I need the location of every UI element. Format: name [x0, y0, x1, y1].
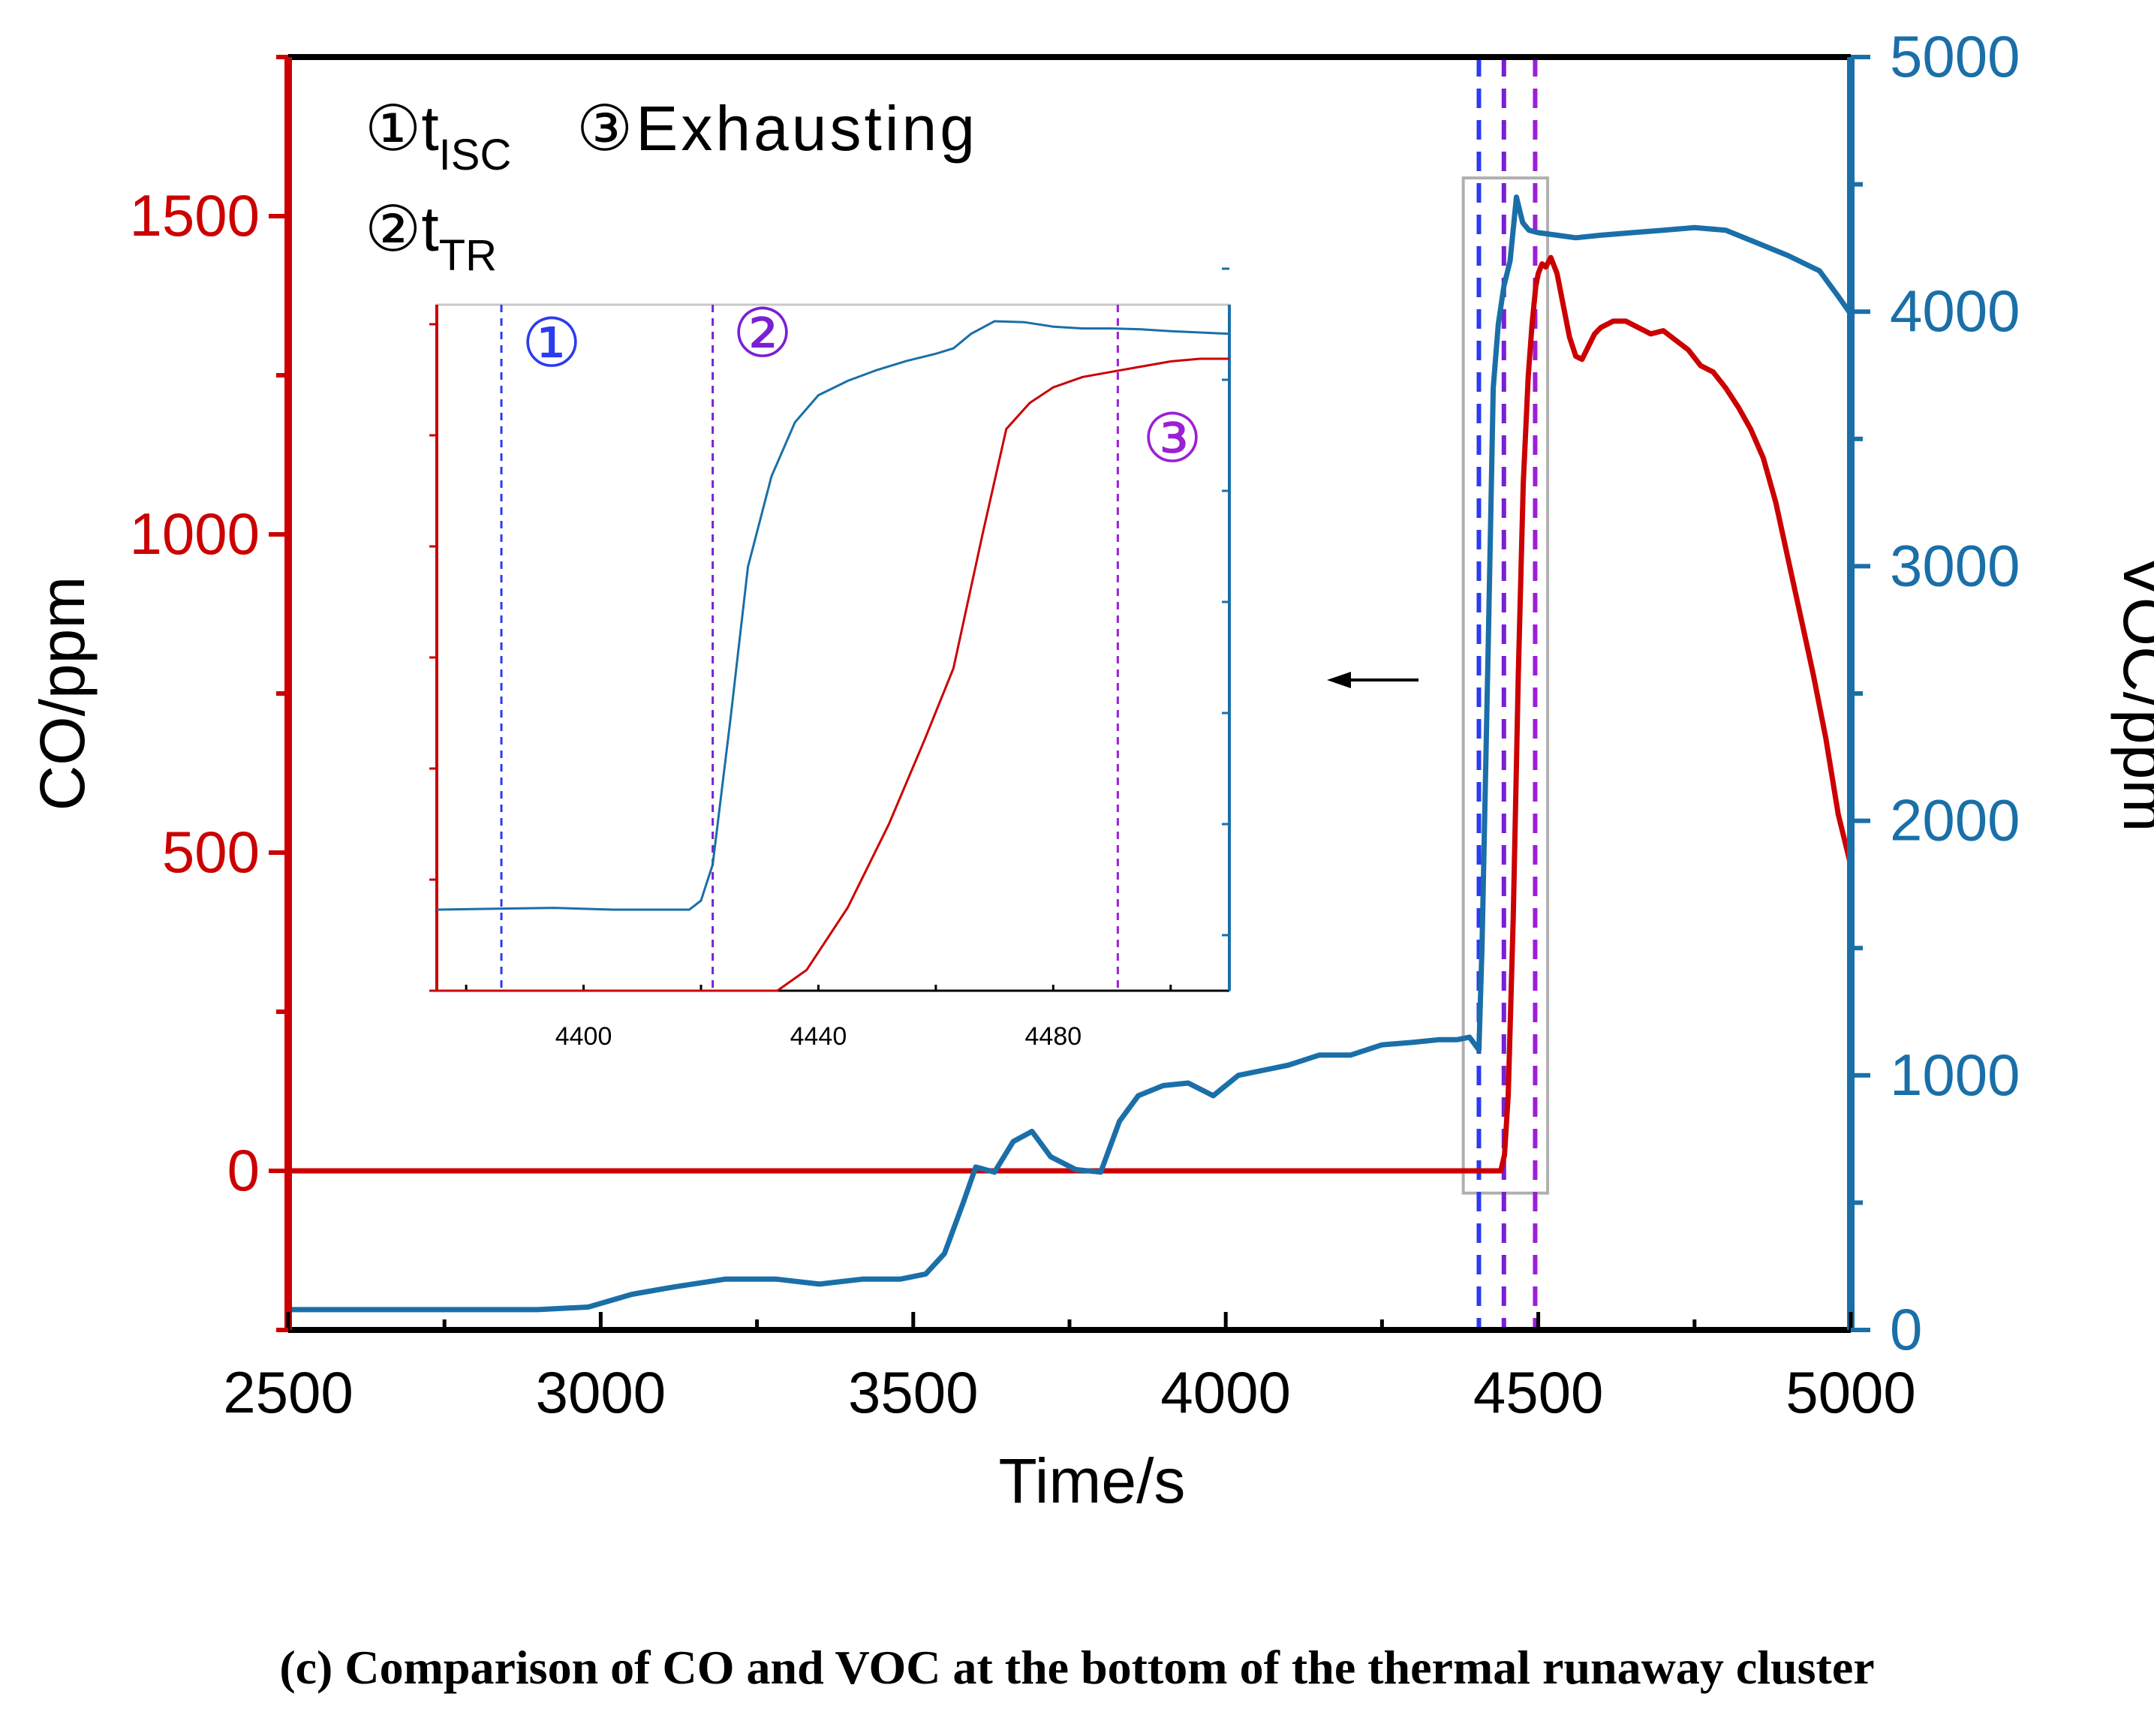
y-left-tick-label: 500: [162, 819, 260, 885]
inset-frame: [435, 303, 1231, 992]
x-tick-label: 3500: [848, 1359, 979, 1425]
inset-marker-label-1: ①: [522, 306, 582, 381]
legend-item-isc: ①tISC: [365, 93, 511, 179]
y-left-tick-label: 1000: [129, 501, 260, 567]
figure-caption: (c) Comparison of CO and VOC at the bott…: [279, 1641, 1875, 1694]
y-right-tick-label: 1000: [1890, 1042, 2020, 1108]
x-tick-label: 4500: [1473, 1359, 1604, 1425]
inset-plot-area: [437, 305, 1229, 992]
voc-series-line: [288, 194, 1851, 1313]
y-right-tick-label: 2000: [1890, 787, 2020, 853]
y-left-axis-title: CO/ppm: [27, 576, 98, 811]
y-left-tick-label: 0: [227, 1137, 260, 1203]
x-tick-label: 3000: [536, 1359, 666, 1425]
y-right-tick-label: 0: [1890, 1296, 1922, 1362]
y-right-tick-label: 5000: [1890, 23, 2020, 89]
legend-item-exhausting: ③Exhausting: [576, 93, 978, 164]
inset-marker-label-2: ②: [733, 296, 793, 372]
legend-item-tr: ②tTR: [365, 194, 497, 280]
inset-x-tick-label: 4480: [1025, 1022, 1082, 1051]
y-right-tick-label: 4000: [1890, 278, 2020, 344]
arrow-head: [1327, 672, 1351, 688]
y-right-axis-title: VOC/ppm: [2110, 555, 2154, 832]
co-series-line: [288, 254, 1851, 1174]
x-tick-label: 2500: [223, 1359, 353, 1425]
y-left-tick-label: 1500: [129, 182, 260, 248]
y-right-tick-label: 3000: [1890, 532, 2020, 598]
inset-marker-label-3: ③: [1142, 402, 1203, 477]
x-tick-label: 5000: [1785, 1359, 1916, 1425]
inset-x-tick-label: 4440: [790, 1022, 847, 1051]
inset-co-line: [437, 357, 1229, 992]
x-axis-title: Time/s: [999, 1446, 1186, 1516]
x-tick-label: 4000: [1160, 1359, 1291, 1425]
inset-x-tick-label: 4400: [555, 1022, 612, 1051]
inset-voc-line: [437, 320, 1229, 911]
